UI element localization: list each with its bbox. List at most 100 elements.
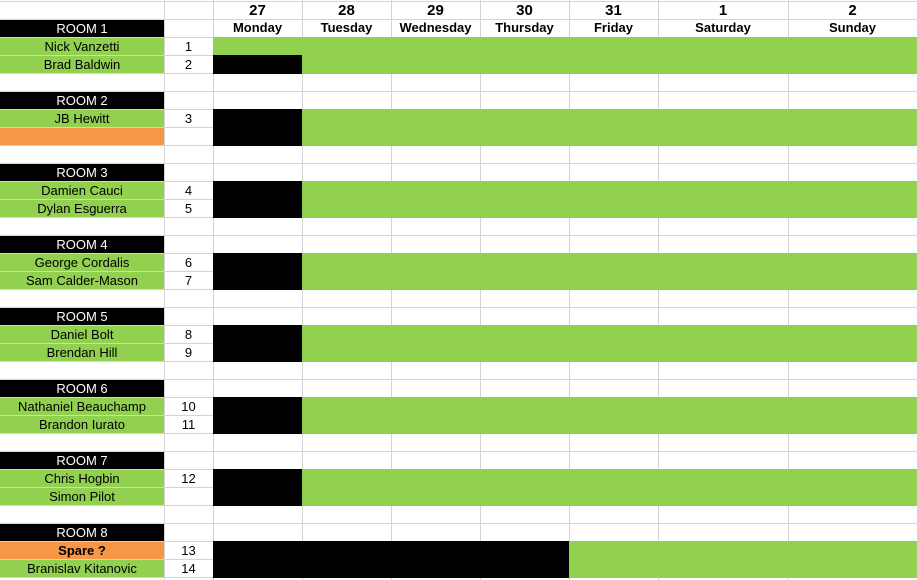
day-date-header[interactable]: 27 xyxy=(249,2,266,19)
guest-number-cell[interactable]: 7 xyxy=(184,273,193,288)
grid-row-line xyxy=(0,523,917,524)
blocked-day-bar[interactable] xyxy=(213,559,569,578)
booking-bar[interactable] xyxy=(569,541,917,560)
grid-row-line xyxy=(0,91,917,92)
guest-number-cell[interactable]: 6 xyxy=(184,255,193,270)
day-name-header[interactable]: Saturday xyxy=(695,20,751,35)
booking-bar[interactable] xyxy=(302,271,917,290)
blocked-day-bar[interactable] xyxy=(213,541,569,560)
booking-bar[interactable] xyxy=(302,127,917,146)
grid-column-line xyxy=(164,0,165,580)
guest-number-cell[interactable]: 1 xyxy=(184,39,193,54)
booking-bar[interactable] xyxy=(302,55,917,74)
booking-bar[interactable] xyxy=(569,559,917,578)
guest-number-cell[interactable]: 9 xyxy=(184,345,193,360)
grid-row-line xyxy=(0,307,917,308)
blocked-day-bar[interactable] xyxy=(213,415,302,434)
guest-number-cell[interactable]: 10 xyxy=(181,399,196,414)
grid-row-line xyxy=(0,235,917,236)
guest-number-cell[interactable] xyxy=(164,128,213,145)
room-header[interactable]: ROOM 1 xyxy=(0,20,164,37)
room-header[interactable]: ROOM 5 xyxy=(0,308,164,325)
guest-name-cell[interactable]: Dylan Esguerra xyxy=(0,200,164,217)
booking-bar[interactable] xyxy=(302,397,917,416)
blocked-day-bar[interactable] xyxy=(213,181,302,200)
grid-row-line xyxy=(0,379,917,380)
day-name-header[interactable]: Monday xyxy=(232,20,283,35)
room-header[interactable]: ROOM 3 xyxy=(0,164,164,181)
day-name-header[interactable]: Thursday xyxy=(495,20,554,35)
booking-bar[interactable] xyxy=(302,199,917,218)
blocked-day-bar[interactable] xyxy=(213,325,302,344)
guest-name-cell[interactable]: JB Hewitt xyxy=(0,110,164,127)
grid-column-line xyxy=(391,0,392,580)
blocked-day-bar[interactable] xyxy=(213,343,302,362)
guest-number-cell[interactable]: 14 xyxy=(181,561,196,576)
grid-row-line xyxy=(0,163,917,164)
grid-column-line xyxy=(213,0,214,580)
guest-number-cell[interactable]: 3 xyxy=(184,111,193,126)
booking-bar[interactable] xyxy=(302,415,917,434)
blocked-day-bar[interactable] xyxy=(213,397,302,416)
blocked-day-bar[interactable] xyxy=(213,109,302,128)
day-name-header[interactable]: Wednesday xyxy=(399,20,472,35)
booking-bar[interactable] xyxy=(213,37,917,56)
room-header[interactable]: ROOM 7 xyxy=(0,452,164,469)
guest-number-cell[interactable]: 2 xyxy=(184,57,193,72)
guest-name-cell[interactable]: Sam Calder-Mason xyxy=(0,272,164,289)
booking-bar[interactable] xyxy=(302,325,917,344)
grid-column-line xyxy=(480,0,481,580)
guest-number-cell[interactable]: 4 xyxy=(184,183,193,198)
blocked-day-bar[interactable] xyxy=(213,127,302,146)
booking-bar[interactable] xyxy=(302,181,917,200)
day-date-header[interactable]: 30 xyxy=(516,2,533,19)
guest-name-cell[interactable]: Brad Baldwin xyxy=(0,56,164,73)
guest-number-cell[interactable]: 5 xyxy=(184,201,193,216)
day-name-header[interactable]: Sunday xyxy=(829,20,876,35)
guest-name-cell[interactable]: Simon Pilot xyxy=(0,488,164,505)
guest-name-cell[interactable]: Nathaniel Beauchamp xyxy=(0,398,164,415)
guest-number-cell[interactable]: 8 xyxy=(184,327,193,342)
grid-row-line xyxy=(0,1,917,2)
day-date-header[interactable]: 31 xyxy=(605,2,622,19)
blocked-day-bar[interactable] xyxy=(213,253,302,272)
booking-bar[interactable] xyxy=(302,487,917,506)
day-date-header[interactable]: 2 xyxy=(848,2,857,19)
guest-name-cell[interactable]: George Cordalis xyxy=(0,254,164,271)
booking-bar[interactable] xyxy=(302,343,917,362)
guest-name-cell[interactable]: Chris Hogbin xyxy=(0,470,164,487)
booking-bar[interactable] xyxy=(302,109,917,128)
guest-number-cell[interactable]: 12 xyxy=(181,471,196,486)
guest-name-cell[interactable]: Brendan Hill xyxy=(0,344,164,361)
grid-column-line xyxy=(788,0,789,580)
guest-name-cell[interactable]: Damien Cauci xyxy=(0,182,164,199)
day-date-header[interactable]: 1 xyxy=(718,2,728,19)
room-header[interactable]: ROOM 2 xyxy=(0,92,164,109)
day-name-header[interactable]: Tuesday xyxy=(320,20,373,35)
grid-row-line xyxy=(0,19,917,20)
blocked-day-bar[interactable] xyxy=(213,55,302,74)
room-header[interactable]: ROOM 8 xyxy=(0,524,164,541)
guest-number-cell[interactable]: 11 xyxy=(181,417,196,432)
booking-bar[interactable] xyxy=(302,469,917,488)
booking-bar[interactable] xyxy=(302,253,917,272)
guest-name-cell[interactable] xyxy=(0,128,164,145)
guest-number-cell[interactable] xyxy=(164,488,213,505)
guest-name-cell[interactable]: Brandon Iurato xyxy=(0,416,164,433)
blocked-day-bar[interactable] xyxy=(213,469,302,488)
day-name-header[interactable]: Friday xyxy=(593,20,633,35)
grid-column-line xyxy=(302,0,303,580)
guest-name-cell[interactable]: Branislav Kitanovic xyxy=(0,560,164,577)
blocked-day-bar[interactable] xyxy=(213,199,302,218)
day-date-header[interactable]: 29 xyxy=(427,2,444,19)
guest-name-cell[interactable]: Daniel Bolt xyxy=(0,326,164,343)
grid-row-line xyxy=(0,451,917,452)
blocked-day-bar[interactable] xyxy=(213,487,302,506)
room-header[interactable]: ROOM 6 xyxy=(0,380,164,397)
room-header[interactable]: ROOM 4 xyxy=(0,236,164,253)
guest-name-cell[interactable]: Spare ? xyxy=(0,542,164,559)
day-date-header[interactable]: 28 xyxy=(338,2,355,19)
blocked-day-bar[interactable] xyxy=(213,271,302,290)
guest-number-cell[interactable]: 13 xyxy=(181,543,196,558)
guest-name-cell[interactable]: Nick Vanzetti xyxy=(0,38,164,55)
